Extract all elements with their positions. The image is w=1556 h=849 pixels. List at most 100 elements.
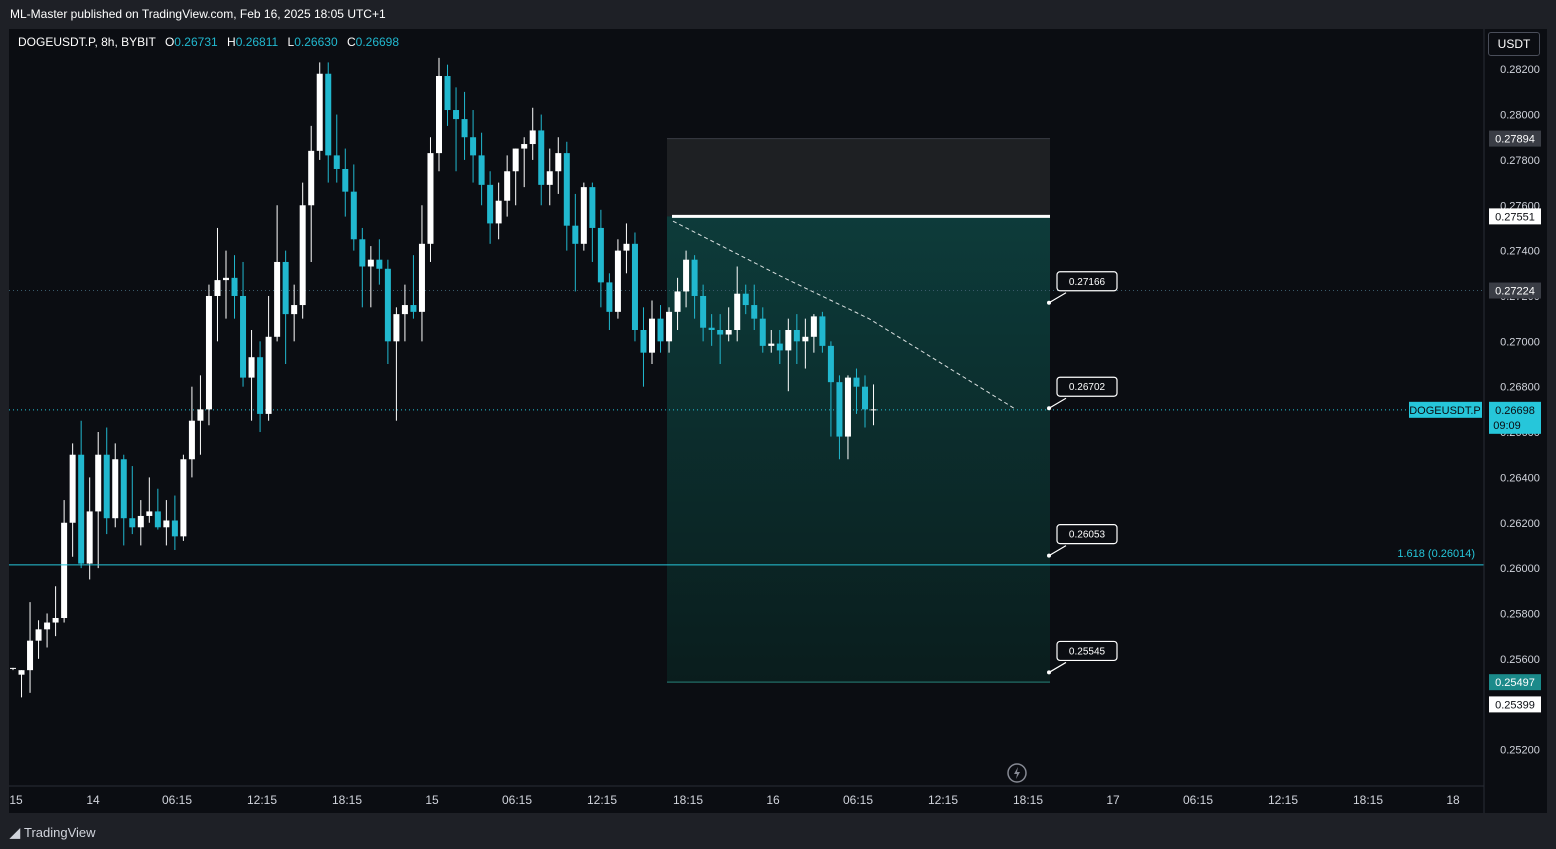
target-callout[interactable] [1056, 640, 1118, 662]
symbol-info: DOGEUSDT.P, 8h, BYBIT [18, 35, 156, 49]
price-axis-label: 0.25497 [1495, 677, 1535, 689]
candle-body [504, 171, 511, 201]
current-price-box[interactable] [1489, 401, 1541, 434]
candle-body [751, 305, 758, 319]
time-tick-label: 14 [86, 793, 100, 807]
current-price-value: 0.26698 [1495, 405, 1535, 417]
candle-body [700, 295, 707, 328]
candle-body [103, 454, 110, 519]
candle-body [240, 295, 247, 378]
candle-body [529, 130, 536, 145]
footer: ◢ TradingView [0, 815, 1556, 849]
candle-body [197, 409, 204, 421]
price-tick-label: 0.26400 [1500, 472, 1540, 484]
price-tick-label: 0.26200 [1500, 518, 1540, 530]
stop-loss-zone[interactable] [667, 138, 1050, 217]
target-label: 0.25545 [1069, 646, 1106, 657]
candle-body [112, 459, 119, 519]
candle-body [282, 261, 289, 315]
high-key: H [227, 35, 236, 49]
time-tick-label: 18:15 [1013, 793, 1043, 807]
price-tick-label: 0.25200 [1500, 745, 1540, 757]
candle-body [171, 520, 178, 537]
lightning-icon[interactable] [1007, 763, 1027, 783]
candle-body [691, 259, 698, 296]
candle-body [461, 119, 468, 138]
price-tick-label: 0.26000 [1500, 563, 1540, 575]
price-tick-label: 0.28200 [1500, 64, 1540, 76]
candle-body [52, 617, 59, 623]
trend-projection-line[interactable] [672, 220, 1015, 409]
candle-body [810, 316, 817, 337]
price-axis-label-box [1489, 282, 1541, 299]
candle-body [640, 329, 647, 353]
candle-body [708, 327, 715, 330]
currency-button[interactable]: USDT [1488, 32, 1540, 56]
candle-body [248, 357, 255, 378]
candle-body [538, 130, 545, 185]
time-tick-label: 06:15 [502, 793, 532, 807]
candle-body [188, 420, 195, 460]
candle-body [827, 345, 834, 383]
candle-body [308, 150, 315, 206]
time-tick-label: 18:15 [673, 793, 703, 807]
price-axis-label: 0.27224 [1495, 286, 1535, 298]
candle-body [478, 155, 485, 185]
candle-body [78, 454, 85, 564]
time-tick-label: 06:15 [1183, 793, 1213, 807]
symbol-price-tag[interactable] [1409, 401, 1482, 418]
symbol-price-tag-label: DOGEUSDT.P [1409, 405, 1481, 417]
bar-countdown: 09:09 [1493, 420, 1521, 432]
candle-body [623, 243, 630, 251]
candle-body [546, 171, 553, 185]
candle-body [299, 205, 306, 306]
time-tick-label: 12:15 [1268, 793, 1298, 807]
tradingview-logo[interactable]: ◢ TradingView [10, 825, 96, 841]
candle-body [862, 386, 868, 410]
time-tick-label: 06:15 [843, 793, 873, 807]
target-callout[interactable] [1056, 376, 1118, 397]
target-pointer [1048, 397, 1067, 409]
candle-body [120, 459, 127, 519]
target-pointer [1048, 661, 1067, 673]
price-axis-label-box [1489, 130, 1541, 147]
fib-label: 1.618 (0.26014) [1397, 548, 1475, 560]
price-axis-label: 0.27551 [1495, 211, 1535, 223]
candle-body [776, 343, 783, 351]
chart-area[interactable]: 1.618 (0.26014) 0.27166 0.26702 0.26053 0.25… [9, 29, 1547, 813]
candle-body [844, 377, 851, 437]
candle-body [521, 144, 528, 149]
low-key: L [287, 35, 295, 49]
time-tick-label: 16 [766, 793, 780, 807]
brand-name: TradingView [24, 825, 96, 840]
candle-body [69, 454, 76, 523]
target-callout[interactable] [1056, 271, 1118, 292]
price-tick-label: 0.25600 [1500, 654, 1540, 666]
candle-body [631, 243, 638, 330]
chart-canvas[interactable]: 1.618 (0.26014) 0.27166 0.26702 0.26053 0.25… [9, 29, 1547, 813]
target-pointer [1048, 545, 1067, 557]
candle-body [759, 318, 766, 346]
candle-body [734, 293, 741, 330]
candle-body [163, 520, 170, 528]
time-tick-label: 15 [9, 793, 23, 807]
candle-body [674, 291, 681, 312]
take-profit-zone[interactable] [667, 216, 1050, 683]
candle-body [742, 293, 749, 306]
tradingview-logo-icon: ◢ [10, 825, 20, 840]
candle-body [214, 280, 221, 296]
candle-body [316, 73, 323, 151]
candle-body [325, 73, 332, 156]
candle-body [350, 191, 357, 240]
candle-body [44, 622, 51, 630]
target-callout[interactable] [1056, 524, 1118, 545]
candle-body [853, 377, 860, 387]
close-value: 0.26698 [355, 35, 400, 49]
candle-body [137, 515, 144, 528]
time-tick-label: 15 [425, 793, 439, 807]
time-tick-label: 18 [1446, 793, 1460, 807]
candle-body [649, 318, 655, 353]
candle-body [657, 318, 664, 342]
open-value: 0.26731 [174, 35, 218, 49]
price-axis-label-box [1489, 674, 1541, 691]
